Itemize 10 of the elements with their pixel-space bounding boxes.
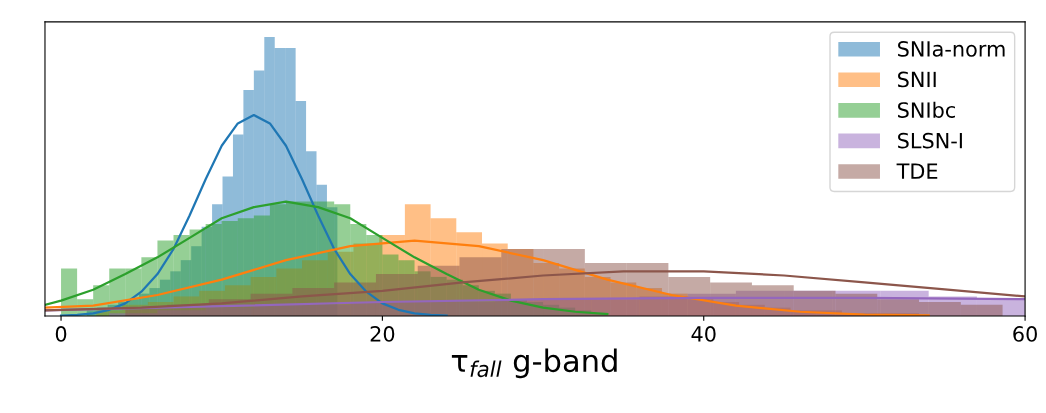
legend-label: SNIa-norm xyxy=(898,41,1005,57)
x-tick-label: 20 xyxy=(370,326,395,342)
x-tick-label: 0 xyxy=(55,326,67,342)
x-tick-label: 40 xyxy=(691,326,716,342)
legend-label: SNII xyxy=(898,71,936,88)
x-axis-title: τ$_{fall}$ g-band xyxy=(451,348,617,379)
legend-label: SNIbc xyxy=(898,101,955,118)
x-tick-label: 60 xyxy=(1013,326,1037,342)
legend-label: SLSN-I xyxy=(898,132,962,149)
legend-label: TDE xyxy=(896,163,938,179)
